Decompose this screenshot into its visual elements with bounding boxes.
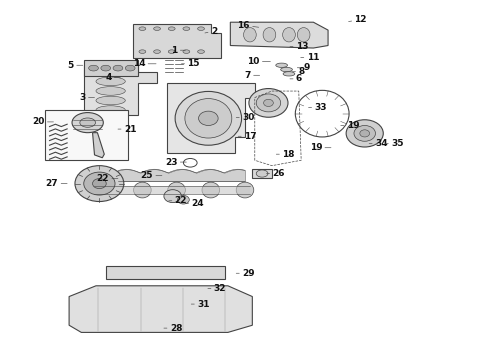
Text: 22: 22 xyxy=(97,174,118,183)
Polygon shape xyxy=(69,286,252,332)
Ellipse shape xyxy=(197,50,204,53)
Polygon shape xyxy=(84,65,157,116)
Text: 18: 18 xyxy=(276,150,294,159)
Text: 21: 21 xyxy=(118,125,136,134)
Text: 23: 23 xyxy=(165,158,186,167)
Text: 9: 9 xyxy=(297,63,310,72)
Ellipse shape xyxy=(80,118,96,127)
Text: 28: 28 xyxy=(164,324,182,333)
Ellipse shape xyxy=(244,28,256,42)
Text: 27: 27 xyxy=(46,179,67,188)
Ellipse shape xyxy=(168,27,175,31)
Ellipse shape xyxy=(197,27,204,31)
Text: 10: 10 xyxy=(247,57,270,66)
Text: 16: 16 xyxy=(237,21,259,30)
Ellipse shape xyxy=(249,89,288,117)
Polygon shape xyxy=(252,169,272,178)
Ellipse shape xyxy=(96,96,125,105)
Ellipse shape xyxy=(113,65,123,71)
Ellipse shape xyxy=(164,190,181,203)
Bar xyxy=(45,110,128,160)
Ellipse shape xyxy=(177,195,189,204)
Ellipse shape xyxy=(354,126,375,141)
Text: 29: 29 xyxy=(236,269,255,278)
Ellipse shape xyxy=(256,94,281,112)
Ellipse shape xyxy=(276,63,288,67)
Ellipse shape xyxy=(96,106,125,114)
Polygon shape xyxy=(133,24,220,58)
Ellipse shape xyxy=(183,27,190,31)
Text: 15: 15 xyxy=(181,59,200,68)
Ellipse shape xyxy=(154,27,160,31)
Ellipse shape xyxy=(101,65,111,71)
Text: 4: 4 xyxy=(105,73,121,82)
Ellipse shape xyxy=(263,28,276,42)
Polygon shape xyxy=(93,133,104,158)
Text: 34: 34 xyxy=(369,139,388,148)
Ellipse shape xyxy=(93,179,106,189)
Ellipse shape xyxy=(96,77,125,86)
Ellipse shape xyxy=(256,170,268,177)
Text: 6: 6 xyxy=(290,75,302,84)
Ellipse shape xyxy=(139,50,146,53)
Ellipse shape xyxy=(99,182,117,198)
Ellipse shape xyxy=(139,27,146,31)
Ellipse shape xyxy=(134,182,151,198)
Ellipse shape xyxy=(297,28,310,42)
Text: 11: 11 xyxy=(301,53,319,62)
Ellipse shape xyxy=(72,113,103,133)
Text: 1: 1 xyxy=(172,46,185,55)
Ellipse shape xyxy=(96,87,125,95)
Text: 25: 25 xyxy=(141,171,162,180)
Ellipse shape xyxy=(84,172,115,195)
Ellipse shape xyxy=(202,182,220,198)
Ellipse shape xyxy=(175,91,242,145)
Text: 13: 13 xyxy=(290,42,308,51)
Text: 26: 26 xyxy=(267,169,285,178)
Text: 22: 22 xyxy=(169,196,187,205)
Ellipse shape xyxy=(346,120,383,147)
Text: 32: 32 xyxy=(208,284,226,293)
Ellipse shape xyxy=(75,166,124,202)
Text: 14: 14 xyxy=(133,59,156,68)
Text: 19: 19 xyxy=(310,143,331,152)
Ellipse shape xyxy=(125,65,135,71)
Ellipse shape xyxy=(168,182,185,198)
Text: 5: 5 xyxy=(68,61,83,70)
Ellipse shape xyxy=(283,28,295,42)
Polygon shape xyxy=(230,22,328,48)
Ellipse shape xyxy=(89,65,98,71)
Text: 7: 7 xyxy=(245,71,260,80)
Ellipse shape xyxy=(360,130,369,137)
Ellipse shape xyxy=(168,50,175,53)
Polygon shape xyxy=(106,266,225,279)
Text: 19: 19 xyxy=(341,121,359,130)
Ellipse shape xyxy=(236,182,254,198)
Polygon shape xyxy=(167,83,255,153)
Ellipse shape xyxy=(283,72,295,76)
Text: 35: 35 xyxy=(385,139,404,148)
Polygon shape xyxy=(84,60,138,76)
Ellipse shape xyxy=(154,50,160,53)
Text: 24: 24 xyxy=(185,199,204,208)
Ellipse shape xyxy=(198,111,218,126)
Text: 3: 3 xyxy=(79,93,95,102)
Text: 8: 8 xyxy=(293,67,304,76)
Ellipse shape xyxy=(185,99,232,138)
Text: 17: 17 xyxy=(238,132,257,141)
Ellipse shape xyxy=(183,50,190,53)
Text: 2: 2 xyxy=(205,27,217,36)
Text: 33: 33 xyxy=(309,103,327,112)
Text: 20: 20 xyxy=(32,117,53,126)
Text: 30: 30 xyxy=(236,113,254,122)
Text: 31: 31 xyxy=(191,300,210,309)
Ellipse shape xyxy=(281,67,293,72)
Text: 12: 12 xyxy=(348,15,367,24)
Ellipse shape xyxy=(264,99,273,107)
